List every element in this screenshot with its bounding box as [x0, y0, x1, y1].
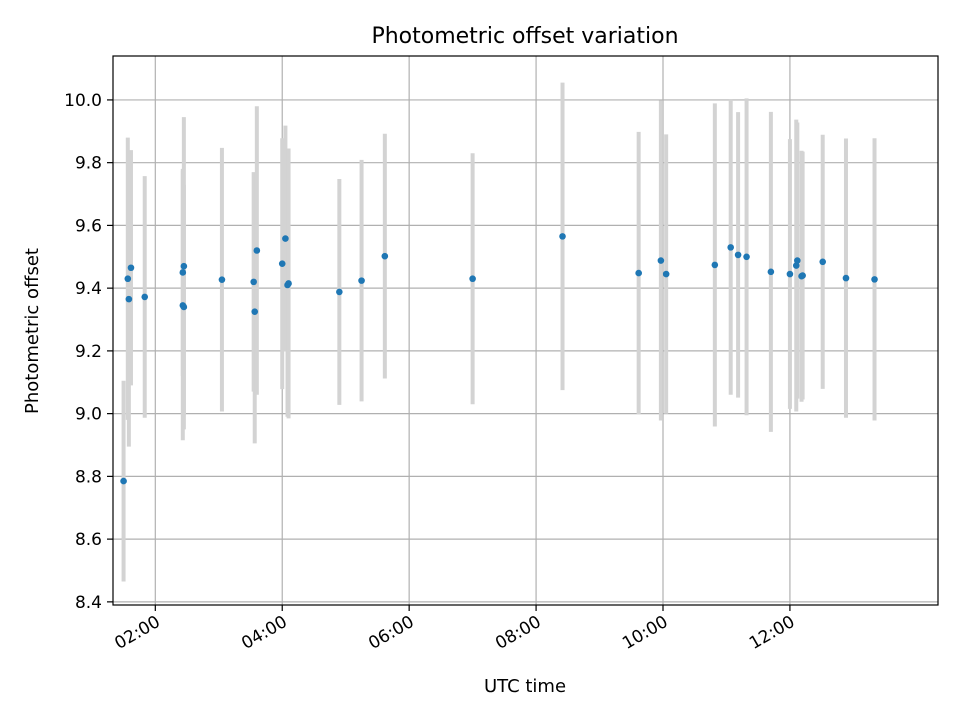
chart-title: Photometric offset variation: [371, 24, 678, 49]
data-point: [127, 264, 135, 272]
y-tick-label: 8.6: [75, 530, 102, 550]
y-tick-label: 10.0: [64, 91, 102, 111]
data-point: [794, 257, 801, 264]
data-point: [218, 276, 226, 283]
x-axis-label: UTC time: [484, 676, 566, 697]
data-point: [336, 288, 343, 296]
data-point: [792, 262, 800, 269]
data-point: [250, 278, 257, 286]
data-point: [842, 274, 850, 282]
y-tick-label: 8.8: [75, 467, 102, 487]
y-tick-label: 9.2: [75, 342, 102, 362]
data-points: [120, 233, 878, 485]
y-axis-label: Photometric offset: [22, 248, 43, 414]
y-tick-label: 9.8: [75, 154, 102, 174]
data-point: [285, 280, 292, 287]
data-point: [125, 295, 133, 303]
data-point: [120, 477, 127, 485]
data-point: [711, 261, 719, 269]
data-point: [743, 253, 750, 261]
data-point: [767, 268, 775, 276]
data-point: [662, 270, 670, 278]
data-point: [180, 303, 188, 311]
data-point: [180, 262, 188, 270]
data-point: [469, 275, 476, 283]
data-point: [179, 269, 187, 276]
y-tick-label: 9.0: [75, 405, 102, 425]
data-point: [141, 293, 149, 301]
data-point: [381, 252, 389, 260]
data-point: [786, 270, 794, 278]
data-point: [657, 257, 665, 264]
data-point: [871, 276, 878, 283]
data-point: [278, 260, 286, 267]
data-point: [635, 269, 642, 277]
y-tick-label: 9.6: [75, 216, 102, 236]
data-point: [727, 244, 734, 251]
data-point: [251, 308, 259, 315]
y-tick-label: 9.4: [75, 279, 102, 299]
data-point: [799, 272, 806, 279]
data-point: [734, 251, 742, 259]
y-axis-ticks: 8.4 8.6 8.8 9.0 9.2 9.4 9.6 9.8 10.0: [64, 91, 113, 613]
data-point: [358, 277, 365, 284]
data-point: [559, 233, 566, 240]
data-point: [282, 235, 289, 242]
data-point: [124, 275, 132, 283]
data-point: [253, 247, 261, 254]
plot-frame: [112, 55, 939, 606]
data-point: [819, 258, 827, 266]
y-tick-label: 8.4: [75, 593, 102, 613]
